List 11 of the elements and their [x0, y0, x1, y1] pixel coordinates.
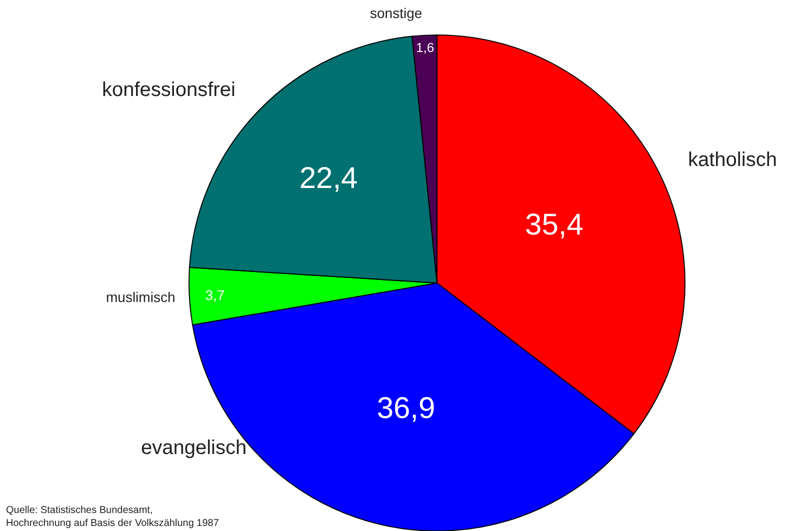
data-label: 36,9 — [376, 392, 436, 426]
data-label: 35,4 — [525, 208, 584, 242]
slice-label: konfessionsfrei — [102, 79, 236, 101]
data-label: 1,6 — [416, 40, 434, 55]
slice-label: evangelisch — [141, 437, 247, 459]
slice-label: muslimisch — [106, 289, 176, 305]
data-label: 3,7 — [205, 286, 225, 303]
data-label: 22,4 — [299, 162, 358, 196]
slice-label: sonstige — [370, 5, 422, 21]
slice-label: katholisch — [688, 149, 777, 171]
source-note: Quelle: Statistisches Bundesamt, Hochrechnung auf Basis der Volkszählung 1987 — [6, 505, 220, 529]
